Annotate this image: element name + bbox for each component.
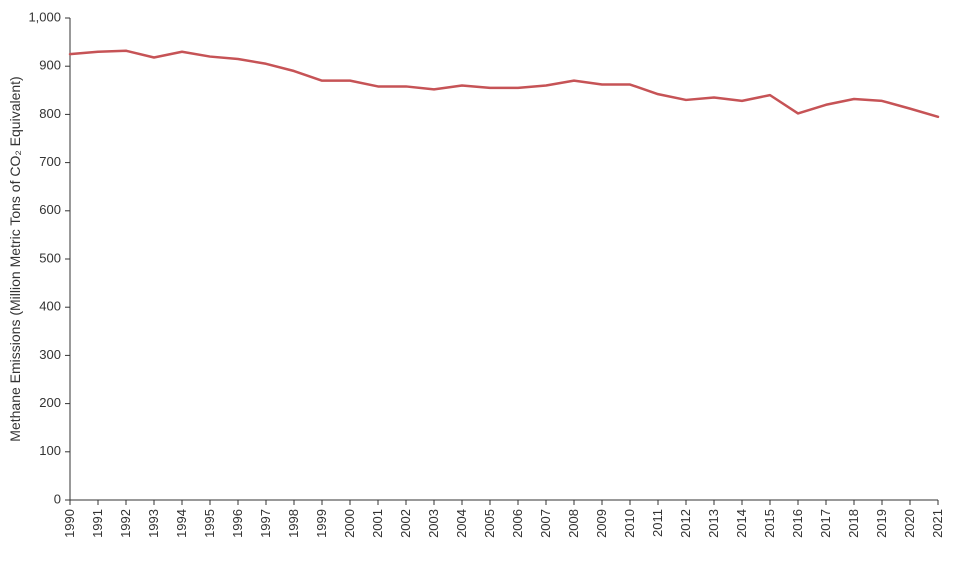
y-tick-label: 500 — [39, 250, 61, 265]
y-tick-label: 200 — [39, 395, 61, 410]
x-tick-label: 2000 — [342, 509, 357, 538]
y-tick-label: 100 — [39, 443, 61, 458]
x-tick-label: 2020 — [902, 509, 917, 538]
x-tick-label: 2007 — [538, 509, 553, 538]
x-tick-label: 2018 — [846, 509, 861, 538]
x-tick-label: 2016 — [790, 509, 805, 538]
x-tick-label: 1997 — [258, 509, 273, 538]
x-tick-label: 2001 — [370, 509, 385, 538]
y-tick-label: 700 — [39, 154, 61, 169]
y-tick-label: 600 — [39, 202, 61, 217]
y-tick-label: 800 — [39, 106, 61, 121]
chart-svg: 0 100 200 300 400 500 600 700 800 900 1,000 Methane… — [0, 0, 960, 576]
x-tick-label: 1993 — [146, 509, 161, 538]
x-tick-label: 1991 — [90, 509, 105, 538]
x-tick-label: 2011 — [650, 509, 665, 537]
x-tick-label: 2013 — [706, 509, 721, 538]
x-tick-label: 2009 — [594, 509, 609, 538]
x-tick-label: 2006 — [510, 509, 525, 538]
x-tick-label: 2015 — [762, 509, 777, 538]
x-tick-label: 2010 — [622, 509, 637, 538]
x-tick-label: 1999 — [314, 509, 329, 538]
x-tick-label: 2019 — [874, 509, 889, 538]
x-tick-label: 2014 — [734, 509, 749, 538]
x-tick-label: 2005 — [482, 509, 497, 538]
x-tick-label: 2003 — [426, 509, 441, 538]
x-tick-label: 1996 — [230, 509, 245, 538]
y-tick-label: 900 — [39, 58, 61, 73]
x-tick-label: 1990 — [62, 509, 77, 538]
x-tick-label: 1992 — [118, 509, 133, 538]
x-tick-label: 1998 — [286, 509, 301, 538]
y-tick-label: 1,000 — [28, 9, 61, 24]
x-tick-label: 2004 — [454, 509, 469, 538]
x-tick-label: 1994 — [174, 509, 189, 538]
y-tick-label: 300 — [39, 347, 61, 362]
y-tick-label: 400 — [39, 299, 61, 314]
y-axis-title: Methane Emissions (Million Metric Tons o… — [7, 76, 23, 441]
x-tick-label: 2021 — [930, 509, 945, 538]
x-tick-label: 2002 — [398, 509, 413, 538]
x-tick-label: 2017 — [818, 509, 833, 538]
x-tick-label: 2008 — [566, 509, 581, 538]
x-tick-label: 1995 — [202, 509, 217, 538]
y-tick-label: 0 — [54, 491, 61, 506]
x-tick-label: 2012 — [678, 509, 693, 538]
methane-emissions-line-chart: 0 100 200 300 400 500 600 700 800 900 1,000 Methane… — [0, 0, 960, 576]
